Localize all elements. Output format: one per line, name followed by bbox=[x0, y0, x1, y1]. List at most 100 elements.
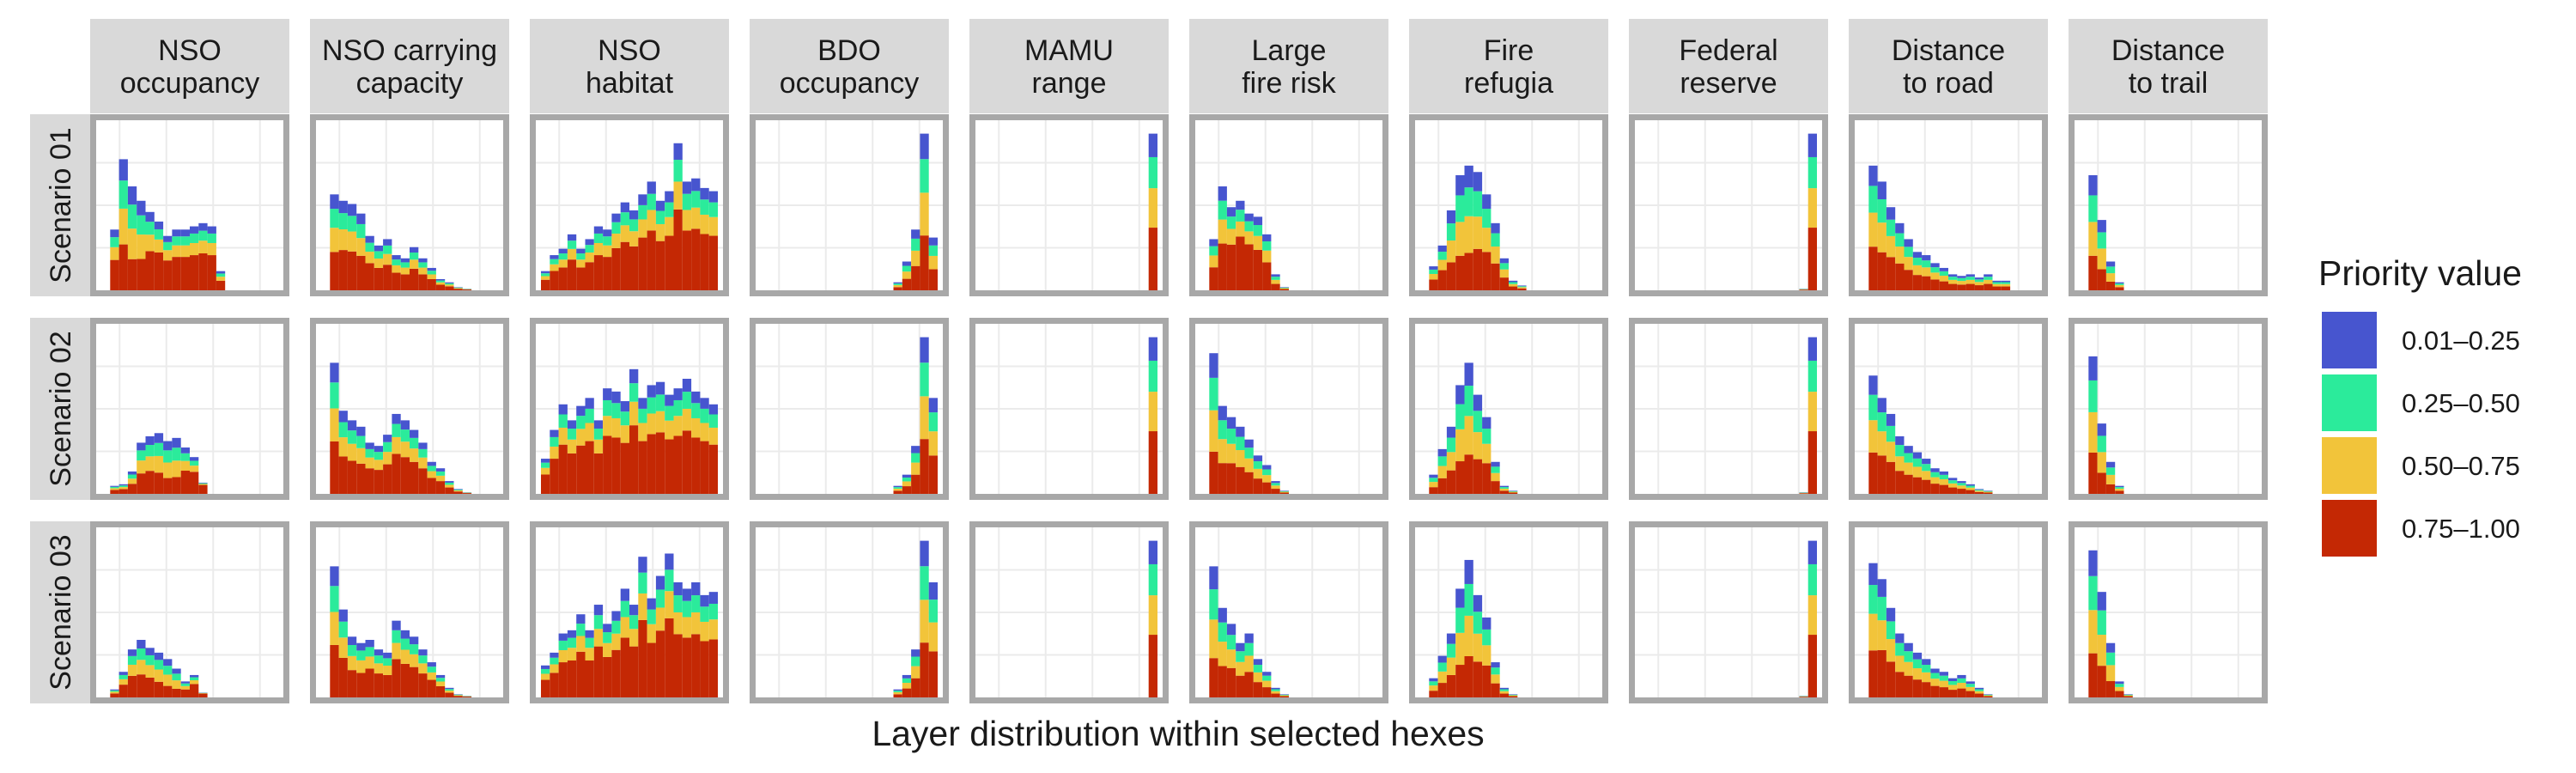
histogram-bar-segment bbox=[418, 442, 428, 449]
histogram-bar-segment bbox=[1974, 285, 1984, 290]
panel bbox=[90, 318, 289, 500]
histogram-bar-segment bbox=[1218, 622, 1227, 642]
histogram-bar-segment bbox=[611, 649, 621, 697]
histogram-bar-segment bbox=[700, 441, 709, 494]
histogram-bar-segment bbox=[1984, 279, 1993, 284]
histogram-bar-segment bbox=[1218, 463, 1227, 494]
histogram-bar-segment bbox=[154, 681, 164, 697]
histogram-bar-segment bbox=[1886, 639, 1896, 662]
histogram-bar-segment bbox=[1509, 286, 1518, 290]
histogram-bar-segment bbox=[2105, 652, 2116, 666]
histogram-bar-segment bbox=[435, 475, 446, 482]
histogram-bar-segment bbox=[1895, 445, 1905, 457]
histogram-bar-segment bbox=[1226, 667, 1236, 697]
histogram-bar-segment bbox=[673, 209, 683, 290]
histogram-bar-segment bbox=[700, 594, 709, 607]
histogram-bar-segment bbox=[1517, 288, 1527, 290]
histogram-bar-segment bbox=[665, 569, 674, 592]
histogram-bar-segment bbox=[190, 677, 199, 680]
histogram-bar-segment bbox=[137, 450, 146, 461]
histogram-bar-segment bbox=[462, 289, 472, 290]
column-strip bbox=[969, 19, 1169, 113]
column-strip-label: refugia bbox=[1464, 67, 1553, 100]
histogram-bar-segment bbox=[682, 588, 692, 601]
histogram-bar-segment bbox=[1253, 249, 1263, 290]
histogram-bar-segment bbox=[1148, 156, 1157, 189]
histogram-bar-segment bbox=[558, 640, 568, 650]
histogram-bar-segment bbox=[163, 674, 173, 686]
histogram-bar-segment bbox=[445, 481, 454, 483]
histogram-bar-segment bbox=[1868, 394, 1878, 421]
histogram-bar-segment bbox=[576, 259, 586, 268]
histogram-bar-segment bbox=[1957, 678, 1966, 684]
histogram-bar-segment bbox=[1482, 629, 1492, 646]
histogram-bar-segment bbox=[374, 452, 384, 460]
histogram-bar-segment bbox=[1279, 694, 1289, 696]
histogram-bar-segment bbox=[1877, 596, 1886, 621]
histogram-bar-segment bbox=[1455, 461, 1465, 494]
histogram-bar-segment bbox=[207, 255, 216, 290]
histogram-bar-segment bbox=[2105, 484, 2116, 494]
histogram-bar-segment bbox=[180, 471, 190, 494]
histogram-bar-segment bbox=[365, 263, 374, 290]
column-strip bbox=[750, 19, 949, 113]
histogram-bar-segment bbox=[445, 283, 454, 285]
histogram-bar-segment bbox=[172, 688, 181, 697]
histogram-bar-segment bbox=[1236, 651, 1245, 662]
histogram-bar-segment bbox=[2105, 461, 2116, 468]
histogram-bar-segment bbox=[154, 669, 164, 682]
histogram-bar-segment bbox=[1877, 199, 1886, 223]
histogram-bar-segment bbox=[1226, 624, 1236, 636]
histogram-bar-segment bbox=[1868, 247, 1878, 290]
histogram-bar-segment bbox=[400, 262, 410, 268]
histogram-bar-segment bbox=[558, 414, 568, 428]
histogram-bar-segment bbox=[665, 553, 674, 570]
histogram-bar-segment bbox=[629, 605, 639, 616]
histogram-bar-segment bbox=[558, 444, 568, 494]
histogram-bar-segment bbox=[392, 436, 401, 454]
histogram-bar-segment bbox=[163, 462, 173, 478]
histogram-bar-segment bbox=[137, 259, 146, 290]
histogram-bar-segment bbox=[541, 668, 550, 674]
histogram-bar-segment bbox=[1437, 655, 1447, 663]
histogram-bar-segment bbox=[603, 416, 612, 436]
histogram-bar-segment bbox=[1895, 672, 1905, 697]
column-strip bbox=[90, 19, 289, 113]
histogram-bar-segment bbox=[911, 678, 920, 697]
histogram-bar-segment bbox=[708, 216, 718, 236]
histogram-bar-segment bbox=[2088, 174, 2098, 196]
histogram-bar-segment bbox=[647, 181, 656, 194]
histogram-bar-segment bbox=[1939, 484, 1948, 494]
histogram-bar-segment bbox=[691, 207, 701, 229]
histogram-bar-segment bbox=[127, 204, 137, 229]
panel-border bbox=[1849, 114, 2048, 296]
histogram-bar-segment bbox=[330, 228, 339, 253]
histogram-bar-segment bbox=[137, 674, 146, 697]
histogram-bar-segment bbox=[374, 655, 384, 664]
histogram-bar-segment bbox=[347, 231, 357, 252]
histogram-bar-segment bbox=[567, 648, 577, 661]
histogram-bar-segment bbox=[383, 652, 392, 659]
histogram-bar-segment bbox=[1279, 490, 1289, 491]
histogram-bar-segment bbox=[347, 430, 357, 444]
histogram-bar-segment bbox=[383, 265, 392, 290]
histogram-bar-segment bbox=[338, 422, 348, 438]
histogram-bar-segment bbox=[118, 672, 128, 675]
histogram-bar-segment bbox=[893, 689, 902, 691]
histogram-bar-segment bbox=[558, 649, 568, 663]
histogram-bar-segment bbox=[2088, 550, 2098, 576]
histogram-bar-segment bbox=[338, 657, 348, 697]
histogram-bar-segment bbox=[374, 267, 384, 290]
histogram-bar-segment bbox=[198, 230, 208, 241]
histogram-bar-segment bbox=[1868, 420, 1878, 453]
histogram-bar-segment bbox=[558, 427, 568, 445]
histogram-bar-segment bbox=[1922, 255, 1931, 261]
histogram-bar-segment bbox=[1984, 491, 1993, 493]
histogram-bar-segment bbox=[708, 444, 718, 494]
histogram-bar-segment bbox=[567, 630, 577, 638]
histogram-bar-segment bbox=[445, 687, 454, 690]
histogram-bar-segment bbox=[911, 453, 920, 463]
histogram-bar-segment bbox=[374, 470, 384, 494]
histogram-bar-segment bbox=[163, 666, 173, 675]
histogram-bar-segment bbox=[593, 439, 604, 453]
